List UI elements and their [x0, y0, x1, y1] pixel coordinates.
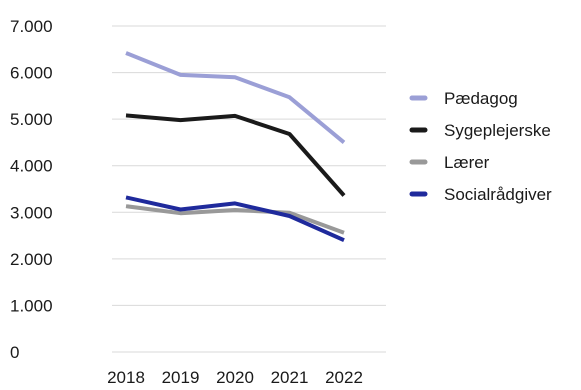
y-tick-label: 2.000	[10, 250, 53, 269]
legend-label: Lærer	[444, 153, 490, 172]
series-line-2	[125, 204, 345, 235]
y-axis: 0 1.000 2.000 3.000 4.000 5.000 6.000 7.000	[10, 17, 53, 362]
y-tick-label: 1.000	[10, 296, 53, 315]
x-tick-label: 2018	[107, 368, 145, 387]
series-line-3	[125, 195, 345, 243]
legend-label: Socialrådgiver	[444, 185, 552, 204]
x-axis: 2018 2019 2020 2021 2022	[107, 368, 363, 387]
y-tick-label: 7.000	[10, 17, 53, 36]
y-tick-label: 5.000	[10, 110, 53, 129]
y-tick-label: 0	[10, 343, 19, 362]
series-line-0	[125, 51, 346, 144]
series-lines	[125, 51, 346, 243]
legend-label: Sygeplejerske	[444, 121, 551, 140]
y-tick-label: 6.000	[10, 64, 53, 83]
x-tick-label: 2021	[271, 368, 309, 387]
x-tick-label: 2022	[325, 368, 363, 387]
legend: Pædagog Sygeplejerske Lærer Socialrådgiver	[409, 89, 552, 204]
y-tick-label: 4.000	[10, 157, 53, 176]
x-tick-label: 2020	[216, 368, 254, 387]
y-tick-label: 3.000	[10, 203, 53, 222]
x-tick-label: 2019	[162, 368, 200, 387]
gridlines	[112, 25, 386, 353]
series-line-1	[125, 113, 346, 197]
legend-label: Pædagog	[444, 89, 518, 108]
